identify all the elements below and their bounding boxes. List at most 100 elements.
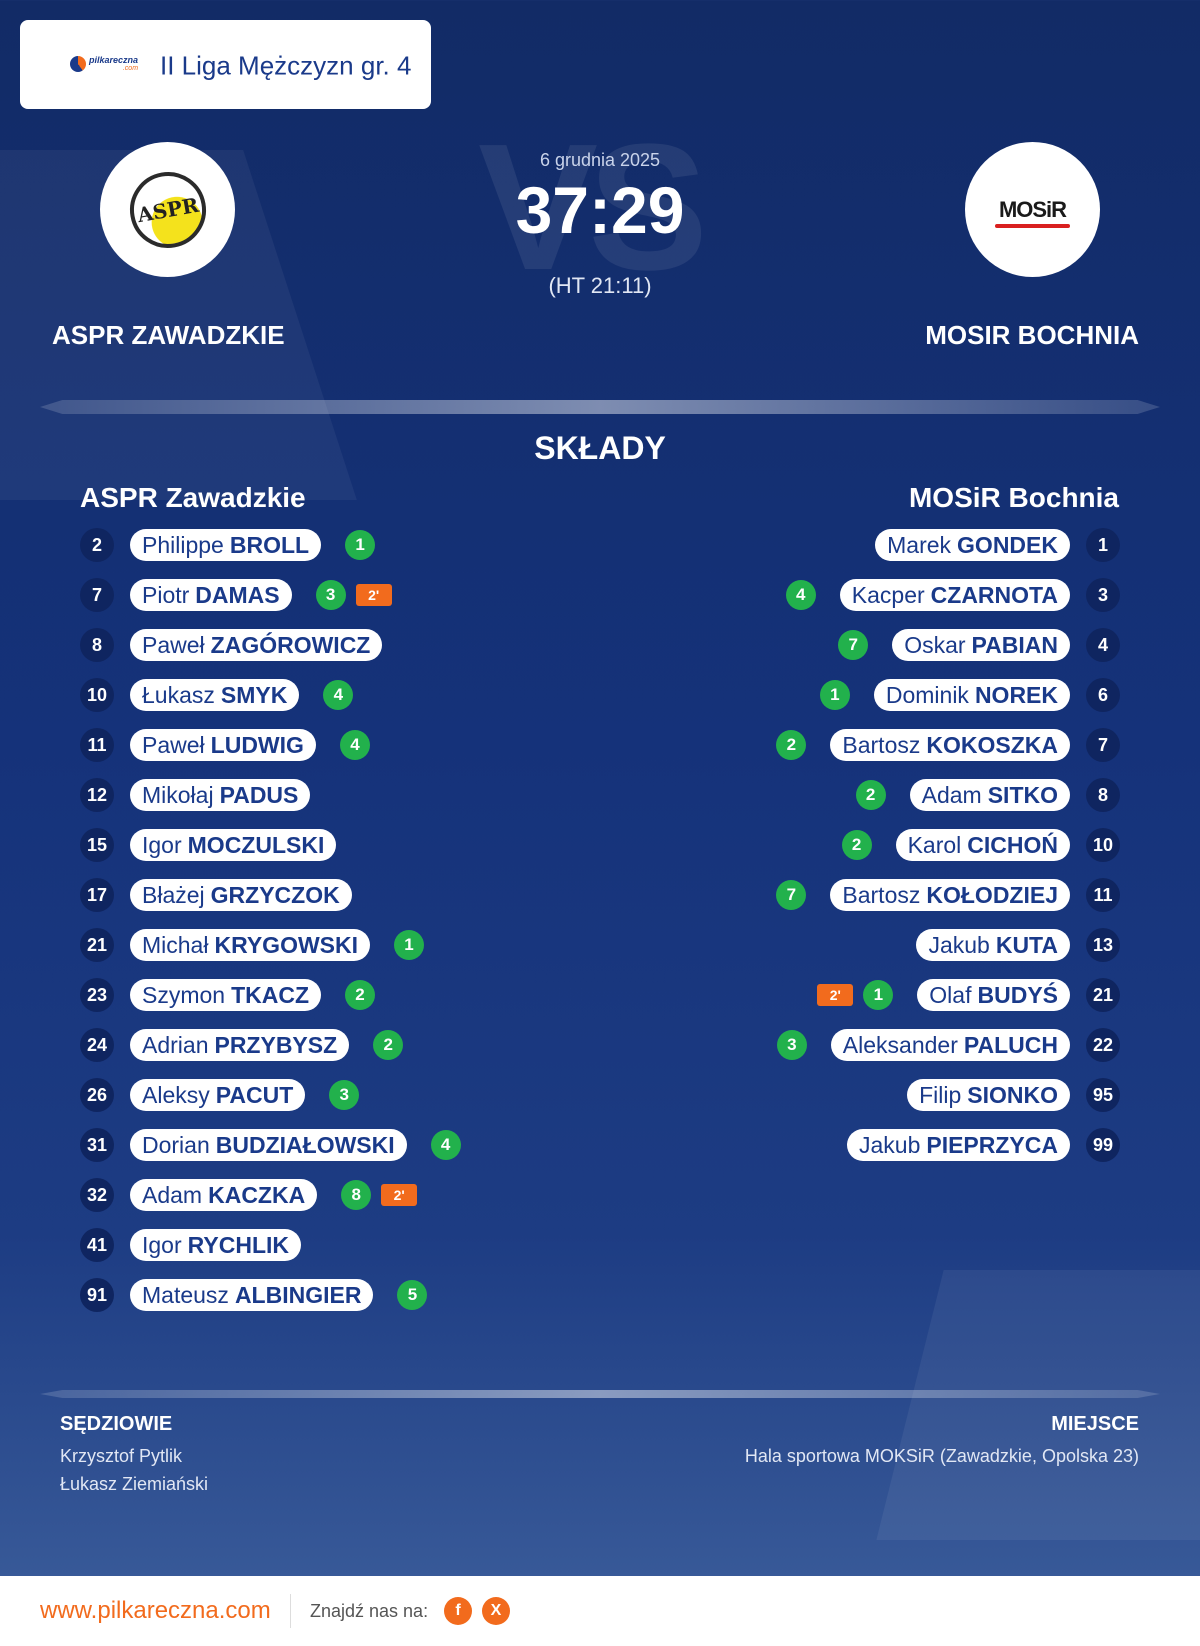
player-number: 3 xyxy=(1086,578,1120,612)
player-name-pill: Oskar PABIAN xyxy=(892,629,1070,661)
player-first-name: Olaf xyxy=(929,981,972,1008)
player-number: 22 xyxy=(1086,1028,1120,1062)
ball-icon xyxy=(70,56,86,72)
goals-badge: 2 xyxy=(776,730,807,760)
player-name-pill: Paweł LUDWIG xyxy=(130,729,316,761)
player-name-pill: Filip SIONKO xyxy=(907,1079,1070,1111)
divider-bottom xyxy=(40,1390,1160,1398)
player-name-pill: Piotr DAMAS xyxy=(130,579,292,611)
player-name-pill: Adrian PRZYBYSZ xyxy=(130,1029,350,1061)
player-name-pill: Bartosz KOŁODZIEJ xyxy=(830,879,1070,911)
player-name-pill: Bartosz KOKOSZKA xyxy=(830,729,1070,761)
player-number: 10 xyxy=(80,678,114,712)
venue-title: MIEJSCE xyxy=(1051,1413,1139,1435)
player-last-name: KRYGOWSKI xyxy=(214,931,359,958)
player-name-pill: Aleksy PACUT xyxy=(130,1079,306,1111)
player-row: 24 Adrian PRZYBYSZ 2 xyxy=(80,1028,404,1062)
player-number: 32 xyxy=(80,1178,114,1212)
player-last-name: KACZKA xyxy=(208,1181,306,1208)
player-first-name: Marek xyxy=(887,531,952,558)
x-icon[interactable]: X xyxy=(482,1597,510,1625)
player-first-name: Igor xyxy=(142,831,182,858)
player-last-name: BUDZIAŁOWSKI xyxy=(215,1131,395,1158)
player-first-name: Paweł xyxy=(142,631,205,658)
away-team-logo: MOSiR xyxy=(965,142,1100,277)
player-last-name: GRZYCZOK xyxy=(210,881,340,908)
player-last-name: DAMAS xyxy=(195,581,280,608)
player-last-name: RYCHLIK xyxy=(187,1231,290,1258)
player-last-name: NOREK xyxy=(974,681,1058,708)
player-first-name: Jakub xyxy=(858,1131,921,1158)
goals-badge: 1 xyxy=(345,530,376,560)
league-logo: pilkareczna .com xyxy=(70,50,142,78)
player-number: 7 xyxy=(1086,728,1120,762)
player-first-name: Dorian xyxy=(142,1131,210,1158)
player-last-name: PABIAN xyxy=(971,631,1058,658)
player-name-pill: Dorian BUDZIAŁOWSKI xyxy=(130,1129,407,1161)
player-last-name: BROLL xyxy=(229,531,310,558)
player-first-name: Jakub xyxy=(928,931,990,958)
goals-badge: 5 xyxy=(397,1280,428,1310)
player-name-pill: Igor RYCHLIK xyxy=(130,1229,302,1261)
player-name-pill: Marek GONDEK xyxy=(875,529,1070,561)
goals-badge: 3 xyxy=(329,1080,360,1110)
player-name-pill: Karol CICHOŃ xyxy=(895,829,1070,861)
referee-name: Krzysztof Pytlik xyxy=(60,1446,183,1466)
player-first-name: Bartosz xyxy=(842,731,921,758)
goals-badge: 2 xyxy=(345,980,376,1010)
player-row: 3 Kacper CZARNOTA 4 xyxy=(785,578,1120,612)
vs-watermark: VS xyxy=(478,107,708,308)
website-link[interactable]: www.pilkareczna.com xyxy=(40,1597,271,1624)
player-number: 11 xyxy=(80,728,114,762)
player-first-name: Igor xyxy=(142,1231,182,1258)
player-first-name: Kacper xyxy=(851,581,925,608)
player-row: 13 Jakub KUTA xyxy=(916,928,1120,962)
player-first-name: Adam xyxy=(921,781,982,808)
league-header: pilkareczna .com II Liga Mężczyzn gr. 4 xyxy=(20,20,431,109)
facebook-icon[interactable]: f xyxy=(444,1597,472,1625)
player-row: 91 Mateusz ALBINGIER 5 xyxy=(80,1278,428,1312)
goals-badge: 2 xyxy=(373,1030,404,1060)
player-first-name: Łukasz xyxy=(142,681,215,708)
player-number: 99 xyxy=(1086,1128,1120,1162)
player-last-name: KUTA xyxy=(995,931,1058,958)
player-first-name: Aleksander xyxy=(842,1031,958,1058)
player-name-pill: Adam SITKO xyxy=(909,779,1070,811)
player-row: 10 Karol CICHOŃ 2 xyxy=(841,828,1120,862)
away-lineup-title: MOSiR Bochnia xyxy=(908,482,1119,513)
match-score: 37:29 xyxy=(515,173,685,247)
player-name-pill: Mateusz ALBINGIER xyxy=(130,1279,374,1311)
player-number: 15 xyxy=(80,828,114,862)
player-number: 26 xyxy=(80,1078,114,1112)
player-number: 21 xyxy=(1086,978,1120,1012)
player-row: 2 Philippe BROLL 1 xyxy=(80,528,376,562)
player-number: 7 xyxy=(80,578,114,612)
player-name-pill: Dominik NOREK xyxy=(873,679,1070,711)
player-row: 12 Mikołaj PADUS xyxy=(80,778,311,812)
goals-badge: 1 xyxy=(863,980,894,1010)
player-last-name: SMYK xyxy=(220,681,288,708)
suspension-badge: 2' xyxy=(817,984,854,1006)
player-last-name: PRZYBYSZ xyxy=(214,1031,338,1058)
player-row: 95 Filip SIONKO xyxy=(907,1078,1120,1112)
league-logo-text: pilkareczna xyxy=(89,55,139,65)
footer: www.pilkareczna.com Znajdź nas na: f X xyxy=(0,1576,1200,1646)
player-row: 6 Dominik NOREK 1 xyxy=(819,678,1120,712)
player-number: 1 xyxy=(1086,528,1120,562)
player-row: 26 Aleksy PACUT 3 xyxy=(80,1078,360,1112)
player-name-pill: Philippe BROLL xyxy=(130,529,322,561)
player-name-pill: Mikołaj PADUS xyxy=(130,779,311,811)
player-name-pill: Olaf BUDYŚ xyxy=(917,979,1070,1011)
player-number: 2 xyxy=(80,528,114,562)
player-last-name: PIEPRZYCA xyxy=(926,1131,1058,1158)
player-last-name: ZAGÓROWICZ xyxy=(210,631,371,658)
player-first-name: Mikołaj xyxy=(142,781,214,808)
player-last-name: SITKO xyxy=(987,781,1058,808)
player-name-pill: Adam KACZKA xyxy=(130,1179,318,1211)
player-first-name: Aleksy xyxy=(142,1081,210,1108)
venue-name: Hala sportowa MOKSiR (Zawadzkie, Opolska… xyxy=(744,1446,1139,1466)
halftime-score: (HT 21:11) xyxy=(548,273,652,298)
player-row: 15 Igor MOCZULSKI xyxy=(80,828,337,862)
away-team-name: MOSIR BOCHNIA xyxy=(925,320,1139,350)
league-logo-sub: .com xyxy=(122,65,139,72)
